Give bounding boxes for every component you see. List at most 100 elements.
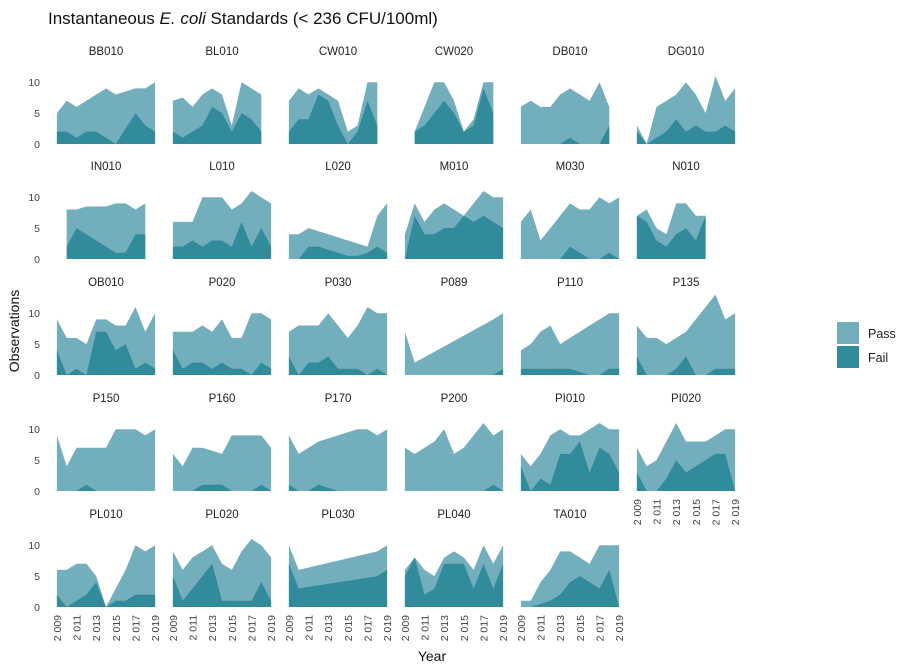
x-tick-label: 2 017 (247, 615, 259, 641)
y-axis-label: Observations (6, 290, 22, 372)
x-tick-label: 2 013 (439, 615, 451, 641)
pass-area (636, 76, 736, 144)
fail-area (414, 88, 494, 144)
facet-strip-label: BL010 (205, 46, 238, 58)
fail-area (520, 569, 620, 607)
pass-area (520, 313, 620, 375)
x-axis-label: Year (418, 648, 447, 664)
y-tick-label: 5 (34, 455, 40, 467)
facet-strip-label: PL040 (437, 509, 470, 521)
facet-panel: PI010 (520, 393, 620, 491)
legend-swatch-pass (837, 322, 859, 344)
facet-strip-label: P160 (209, 393, 236, 405)
facet-panel: PL040 2 009 2 011 2 013 2 015 2 017 2 019 (400, 509, 510, 641)
x-tick-label: 2 009 (516, 615, 528, 641)
facet-strip-label: PL030 (321, 509, 354, 521)
x-tick-label: 2 019 (150, 615, 162, 641)
facet-panel: P030 (288, 277, 388, 375)
x-tick-label: 2 019 (498, 615, 510, 641)
facet-panel: M030 (520, 161, 620, 259)
fail-area (404, 557, 504, 607)
fail-area (66, 228, 146, 259)
x-tick-label: 2 017 (131, 615, 143, 641)
facet-panel: P089 (404, 277, 504, 375)
y-tick-label: 10 (28, 192, 40, 204)
facet-panel: BL010 (172, 46, 262, 144)
fail-area (636, 119, 736, 144)
facet-panels: BB010 0 5 10 BL010 CW010 CW020 DB010 DG010 IN010 0… (28, 46, 742, 641)
x-tick-label: 2 019 (614, 615, 626, 641)
x-tick-label: 2 009 (168, 615, 180, 641)
facet-strip-label: P170 (325, 393, 352, 405)
facet-panel: P160 (172, 393, 272, 491)
fail-area (288, 484, 388, 491)
facet-strip-label: DG010 (668, 46, 704, 58)
facet-strip-label: L010 (209, 161, 235, 173)
facet-panel: N010 (636, 161, 706, 259)
x-tick-label: 2 013 (555, 615, 567, 641)
x-tick-label: 2 009 (632, 499, 644, 525)
facet-panel: PL010 0 5 10 2 009 2 011 2 013 2 015 2 017 2 019 (28, 509, 162, 641)
fail-area (636, 453, 736, 491)
facet-strip-label: L020 (325, 161, 351, 173)
fail-area (520, 368, 620, 375)
facet-strip-label: P089 (441, 277, 468, 289)
fail-area (520, 441, 620, 491)
x-tick-label: 2 011 (652, 499, 664, 525)
facet-strip-label: PI020 (671, 393, 701, 405)
fail-area (288, 563, 388, 607)
facet-panel: PL020 2 009 2 011 2 013 2 015 2 017 2 019 (168, 509, 278, 641)
fail-area (172, 221, 272, 259)
x-tick-label: 2 009 (52, 615, 64, 641)
x-tick-label: 2 011 (304, 615, 316, 641)
x-tick-label: 2 013 (207, 615, 219, 641)
legend-swatch-fail (837, 346, 859, 368)
fail-area (172, 350, 272, 375)
facet-panel: M010 (404, 161, 504, 259)
facet-strip-label: M010 (440, 161, 469, 173)
pass-area (636, 294, 736, 375)
facet-strip-label: CW010 (319, 46, 357, 58)
x-tick-label: 2 017 (363, 615, 375, 641)
x-tick-label: 2 019 (730, 499, 742, 525)
x-tick-label: 2 019 (382, 615, 394, 641)
fail-area (636, 356, 736, 375)
facet-panel: P020 (172, 277, 272, 375)
fail-area (172, 563, 272, 607)
facet-strip-label: IN010 (91, 161, 122, 173)
legend: Pass Fail (837, 322, 896, 368)
x-tick-label: 2 011 (536, 615, 548, 641)
fail-area (404, 484, 504, 491)
pass-area (172, 313, 272, 375)
x-tick-label: 2 011 (420, 615, 432, 641)
facet-strip-label: PI010 (555, 393, 585, 405)
facet-panel: BB010 0 5 10 (28, 46, 156, 151)
x-tick-label: 2 017 (479, 615, 491, 641)
fail-area (288, 94, 378, 144)
facet-strip-label: P135 (673, 277, 700, 289)
pass-area (404, 423, 504, 491)
fail-area (636, 215, 706, 259)
y-tick-label: 0 (34, 254, 40, 266)
x-tick-label: 2 009 (284, 615, 296, 641)
facet-panel: TA010 2 009 2 011 2 013 2 015 2 017 2 019 (516, 509, 626, 641)
x-tick-label: 2 015 (575, 615, 587, 641)
fail-area (288, 246, 388, 259)
fail-area (56, 582, 156, 607)
facet-panel: PI020 2 009 2 011 2 013 2 015 2 017 2 019 (632, 393, 742, 525)
facet-strip-label: PL010 (89, 509, 122, 521)
facet-strip-label: BB010 (89, 46, 124, 58)
x-tick-label: 2 015 (111, 615, 123, 641)
legend-label-fail: Fail (868, 351, 888, 365)
facet-strip-label: P200 (441, 393, 468, 405)
fail-area (288, 356, 388, 375)
facet-panel: L020 (288, 161, 388, 259)
facet-panel: P170 (288, 393, 388, 491)
x-tick-label: 2 009 (400, 615, 412, 641)
facet-panel: DG010 (636, 46, 736, 144)
facet-panel: IN010 0 5 10 (28, 161, 146, 266)
x-tick-label: 2 013 (671, 499, 683, 525)
fail-area (172, 106, 262, 144)
facet-panel: P110 (520, 277, 620, 375)
